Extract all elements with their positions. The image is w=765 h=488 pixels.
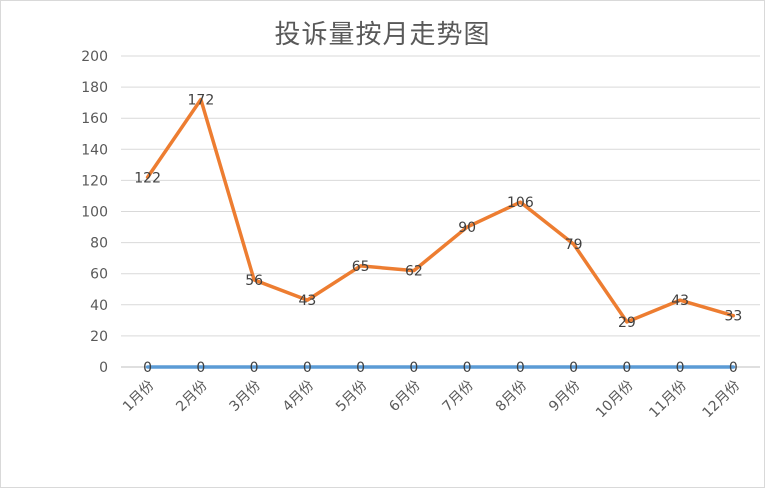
data-label: 0	[250, 360, 259, 376]
x-tick-label: 2月份	[173, 378, 210, 415]
y-tick-label: 120	[81, 173, 108, 189]
data-label: 0	[622, 360, 631, 376]
chart-title: 投诉量按月走势图	[274, 20, 491, 50]
x-tick-label: 9月份	[546, 378, 583, 415]
data-label: 0	[356, 360, 365, 376]
x-tick-label: 4月份	[280, 378, 317, 415]
y-tick-label: 180	[81, 80, 108, 96]
data-label: 172	[188, 93, 215, 109]
x-tick-label: 7月份	[440, 378, 477, 415]
y-tick-label: 80	[90, 236, 108, 252]
y-tick-label: 0	[99, 360, 108, 376]
data-label: 0	[676, 360, 685, 376]
data-label: 122	[134, 170, 161, 186]
data-label: 0	[516, 360, 525, 376]
series-line	[145, 97, 736, 324]
data-label: 90	[458, 220, 476, 236]
data-label: 0	[729, 360, 738, 376]
y-tick-label: 140	[81, 142, 108, 158]
y-tick-label: 40	[90, 298, 108, 314]
data-label: 0	[463, 360, 472, 376]
data-label: 56	[245, 273, 263, 289]
data-label: 0	[569, 360, 578, 376]
x-tick-label: 6月份	[386, 378, 423, 415]
data-label: 79	[565, 237, 583, 253]
data-label: 0	[196, 360, 205, 376]
data-label: 43	[298, 293, 316, 309]
x-tick-label: 8月份	[493, 378, 530, 415]
data-label: 62	[405, 264, 423, 280]
x-tick-label: 1月份	[120, 378, 157, 415]
data-label: 0	[409, 360, 418, 376]
y-tick-label: 60	[90, 267, 108, 283]
x-tick-label: 11月份	[646, 378, 690, 422]
data-label: 33	[724, 309, 742, 325]
x-tick-label: 12月份	[699, 378, 743, 422]
y-tick-label: 100	[81, 205, 108, 221]
y-tick-label: 20	[90, 329, 108, 345]
x-tick-label: 3月份	[227, 378, 264, 415]
data-label: 0	[143, 360, 152, 376]
y-tick-label: 160	[81, 111, 108, 127]
data-label: 106	[507, 195, 534, 211]
data-label: 43	[671, 293, 689, 309]
x-tick-label: 5月份	[333, 378, 370, 415]
x-tick-label: 10月份	[593, 378, 637, 422]
data-label: 29	[618, 315, 636, 331]
y-tick-label: 200	[81, 49, 108, 65]
data-label: 65	[352, 259, 370, 275]
data-label: 0	[303, 360, 312, 376]
